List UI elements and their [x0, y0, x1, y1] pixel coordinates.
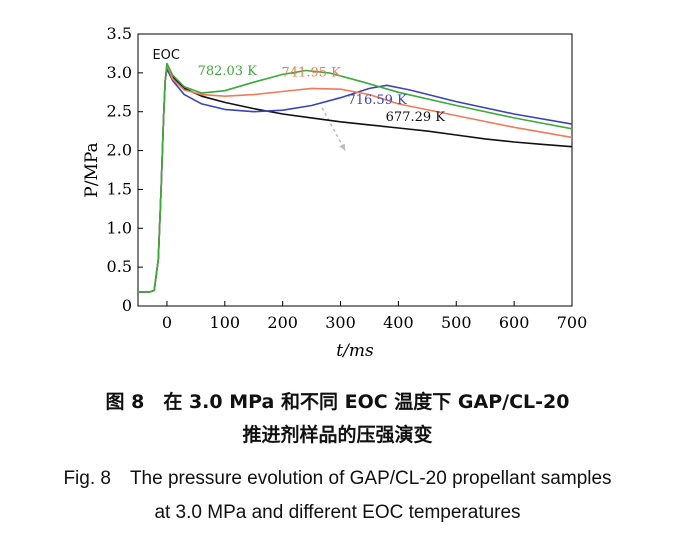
- pressure-chart: 0 100 200 300 400 500 600 700 0 0.5 1.0 1.5 2.0 2.5 3…: [82, 24, 587, 361]
- y-tick-label: 1.0: [107, 218, 132, 237]
- y-tick-label: 3.5: [107, 24, 132, 43]
- series-label-3: 782.03 K: [198, 64, 258, 79]
- series-lines: [138, 62, 573, 293]
- x-tick-label: 600: [499, 313, 530, 332]
- y-tick-label: 0: [122, 296, 132, 315]
- series-line-3: [138, 62, 573, 293]
- y-tick-label: 2.0: [107, 141, 132, 160]
- y-tick-label: 1.5: [107, 179, 132, 198]
- x-tick-label: 400: [383, 313, 414, 332]
- caption-en-line1: Fig. 8 The pressure evolution of GAP/CL-…: [63, 468, 612, 489]
- y-tick-label: 0.5: [107, 257, 132, 276]
- x-tick-label: 100: [210, 313, 241, 332]
- trend-arrow-line: [321, 107, 346, 151]
- trend-arrow-head: [339, 143, 346, 151]
- x-axis: 0 100 200 300 400 500 600 700: [162, 301, 587, 332]
- series-labels: 677.29 K 716.59 K 741.95 K 782.03 K EOC: [152, 48, 445, 125]
- plot-frame: [137, 33, 573, 307]
- annotation-label: EOC: [152, 48, 180, 63]
- y-tick-label: 2.5: [107, 102, 132, 121]
- y-axis: 0 0.5 1.0 1.5 2.0 2.5 3.0 3.5: [107, 24, 143, 315]
- x-tick-label: 300: [325, 313, 356, 332]
- x-tick-label: 0: [162, 313, 172, 332]
- x-axis-label: t/ms: [336, 341, 374, 361]
- caption-zh-line1: 图 8 在 3.0 MPa 和不同 EOC 温度下 GAP/CL-20: [105, 391, 570, 413]
- trend-arrow: [321, 107, 346, 151]
- y-tick-label: 3.0: [107, 63, 132, 82]
- caption-en-line2: at 3.0 MPa and different EOC temperature…: [154, 502, 521, 523]
- x-tick-label: 200: [267, 313, 298, 332]
- x-tick-label: 700: [557, 313, 588, 332]
- series-label-0: 677.29 K: [386, 110, 446, 125]
- series-label-1: 716.59 K: [347, 93, 407, 108]
- series-label-2: 741.95 K: [282, 66, 342, 81]
- y-axis-label: P/MPa: [82, 142, 102, 197]
- caption-zh-line2: 推进剂样品的压强演变: [242, 424, 433, 446]
- x-tick-label: 500: [441, 313, 472, 332]
